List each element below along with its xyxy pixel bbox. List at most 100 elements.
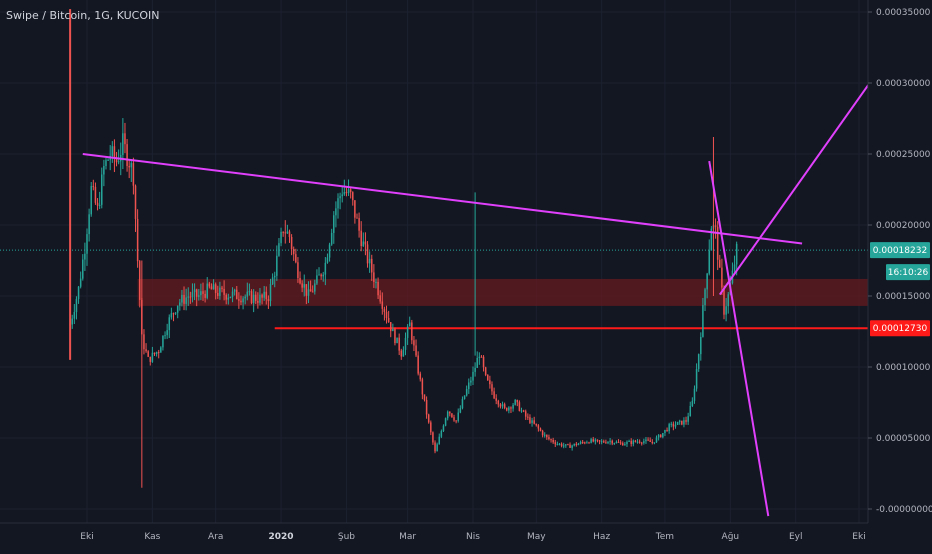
candle-body <box>153 352 156 354</box>
candle-body <box>444 418 447 426</box>
candle-body <box>138 261 141 300</box>
time-tick-label: Şub <box>338 532 355 542</box>
candle-body <box>520 410 523 412</box>
candle-body <box>714 225 717 227</box>
candle-body <box>415 345 417 356</box>
candle-body <box>622 443 624 446</box>
candle-body <box>493 391 495 399</box>
candle-body <box>295 254 297 263</box>
candle-body <box>377 281 379 296</box>
candle-body <box>111 146 114 156</box>
candle-body <box>619 442 622 444</box>
candle-body <box>73 312 76 319</box>
candle-body <box>666 429 668 432</box>
candle-body <box>282 231 284 233</box>
candle-body <box>539 428 542 431</box>
candle-body <box>670 423 673 425</box>
candle-body <box>396 337 398 344</box>
candle-body <box>326 257 329 263</box>
candle-body <box>385 311 388 318</box>
candle-body <box>449 411 451 414</box>
candle-body <box>419 373 422 380</box>
candle-body <box>198 295 200 297</box>
trendline[interactable] <box>82 153 803 245</box>
candle-body <box>345 192 348 194</box>
candle-body <box>185 297 187 304</box>
candle-body <box>487 374 489 381</box>
candle-body <box>550 439 552 441</box>
candle-body <box>94 187 97 203</box>
time-tick-label: Eyl <box>789 532 803 542</box>
candle-body <box>700 336 702 355</box>
candle-body <box>710 228 713 251</box>
candle-body <box>508 407 510 411</box>
candle-body <box>668 424 670 432</box>
candle-body <box>434 442 436 452</box>
candle-body <box>489 380 491 385</box>
candle-body <box>543 434 546 436</box>
candle-body <box>128 166 130 168</box>
candle-body <box>368 258 371 264</box>
candle-body <box>383 308 386 312</box>
candles <box>69 9 738 488</box>
candle-body <box>117 161 120 163</box>
price-tick-label: 0.00035000 <box>876 8 931 18</box>
candle-body <box>92 186 95 188</box>
candle-body <box>269 284 272 302</box>
candle-body <box>524 411 527 417</box>
candle-body <box>425 399 428 415</box>
bar-countdown: 16:10:26 <box>888 268 929 278</box>
candle-body <box>318 274 320 276</box>
candle-body <box>672 423 675 427</box>
candle-body <box>579 442 582 444</box>
candle-body <box>208 283 211 287</box>
candle-body <box>514 399 516 405</box>
candle-body <box>299 277 301 284</box>
candle-body <box>609 440 611 442</box>
candle-body <box>432 432 434 443</box>
candle-body <box>626 441 628 445</box>
candle-body <box>562 445 565 447</box>
candle-body <box>240 300 242 303</box>
candle-body <box>132 163 135 186</box>
trendline[interactable] <box>708 160 770 517</box>
candle-body <box>482 356 485 368</box>
time-axis-panel[interactable] <box>0 523 932 550</box>
candle-body <box>653 442 656 444</box>
candle-body <box>465 389 468 396</box>
candle-body <box>400 350 403 357</box>
price-tick-label: 0.00020000 <box>876 221 931 231</box>
candle-body <box>687 416 689 422</box>
candle-body <box>286 231 289 234</box>
candle-body <box>238 299 240 301</box>
trendline[interactable] <box>718 79 873 296</box>
candle-body <box>638 441 641 443</box>
candle-body <box>558 443 561 445</box>
candle-body <box>501 404 504 407</box>
candle-body <box>147 351 149 357</box>
candle-body <box>82 259 84 279</box>
candle-body <box>529 417 531 423</box>
symbol-title[interactable]: Swipe / Bitcoin, 1G, KUCOIN <box>6 9 160 22</box>
candle-body <box>219 287 221 296</box>
candle-body <box>265 291 268 300</box>
candle-body <box>187 296 190 298</box>
candle-body <box>311 291 314 293</box>
candle-body <box>522 410 525 412</box>
candle-body <box>191 292 194 298</box>
candle-body <box>172 313 175 315</box>
candle-body <box>630 440 632 444</box>
candle-body <box>227 297 230 300</box>
candle-body <box>212 284 215 290</box>
candle-body <box>134 185 137 219</box>
candle-body <box>404 337 407 350</box>
candle-body <box>362 241 365 247</box>
candle-body <box>297 262 299 278</box>
candle-body <box>440 431 443 437</box>
candle-body <box>105 160 107 166</box>
candle-body <box>590 439 592 443</box>
candle-body <box>603 441 605 443</box>
candle-body <box>151 352 154 362</box>
